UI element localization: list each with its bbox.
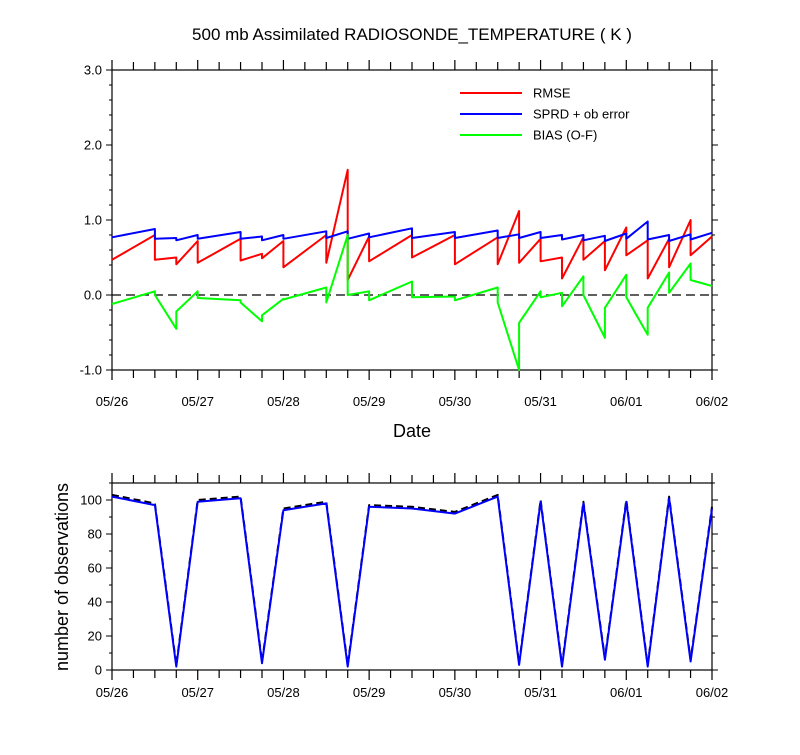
top-x-tick-label: 05/29 bbox=[353, 394, 386, 409]
bottom-y-tick-label: 20 bbox=[88, 629, 102, 644]
bottom-x-tick-label: 05/30 bbox=[439, 685, 472, 700]
bottom-y-tick-label: 100 bbox=[80, 493, 102, 508]
top-y-tick-label: 3.0 bbox=[84, 63, 102, 78]
x-axis-title: Date bbox=[393, 421, 431, 441]
bottom-x-tick-label: 05/27 bbox=[181, 685, 214, 700]
bottom-y-tick-label: 80 bbox=[88, 527, 102, 542]
top-x-tick-label: 06/02 bbox=[696, 394, 729, 409]
bottom-series-observations-possible-line bbox=[111, 493, 713, 666]
bottom-y-tick-label: 40 bbox=[88, 595, 102, 610]
y-axis-title-observations: number of observations bbox=[52, 483, 72, 671]
top-x-tick-label: 05/26 bbox=[96, 394, 129, 409]
top-panel: -1.0 0.0 1.0 2.0 3.0 05/26 05/27 05/28 05/29 05/3… bbox=[80, 60, 729, 409]
top-x-tick-label: 06/01 bbox=[610, 394, 643, 409]
bottom-x-tick-label: 05/26 bbox=[96, 685, 129, 700]
bottom-x-tick-label: 05/31 bbox=[524, 685, 557, 700]
top-series-bias-o-f-line bbox=[111, 234, 713, 371]
top-y-tick-label: -1.0 bbox=[80, 363, 102, 378]
top-series-sprd-ob-error-line bbox=[111, 220, 713, 242]
top-x-tick-label: 05/28 bbox=[267, 394, 300, 409]
legend-label-sprd-ob-error: SPRD + ob error bbox=[533, 107, 630, 122]
bottom-x-tick-label: 06/02 bbox=[696, 685, 729, 700]
top-x-tick-label: 05/31 bbox=[524, 394, 557, 409]
top-y-tick-label: 0.0 bbox=[84, 288, 102, 303]
bottom-x-tick-label: 05/28 bbox=[267, 685, 300, 700]
chart-title: 500 mb Assimilated RADIOSONDE_TEMPERATUR… bbox=[192, 25, 632, 44]
bottom-plot-frame bbox=[111, 482, 713, 671]
top-series-rmse-line bbox=[111, 168, 713, 281]
bottom-panel: 0 20 40 60 80 100 05/26 05/27 05/28 05/29 05/30 05/… bbox=[80, 473, 728, 700]
top-y-tick-label: 1.0 bbox=[84, 213, 102, 228]
bottom-y-tick-label: 0 bbox=[95, 663, 102, 678]
top-x-tick-label: 05/30 bbox=[439, 394, 472, 409]
legend-label-bias-o-f: BIAS (O-F) bbox=[533, 128, 597, 143]
top-x-tick-label: 05/27 bbox=[181, 394, 214, 409]
top-y-tick-label: 2.0 bbox=[84, 138, 102, 153]
bottom-x-tick-label: 06/01 bbox=[610, 685, 643, 700]
bottom-series-observations-used-line bbox=[111, 495, 713, 668]
bottom-x-tick-label: 05/29 bbox=[353, 685, 386, 700]
legend-label-rmse: RMSE bbox=[533, 86, 571, 101]
bottom-y-tick-label: 60 bbox=[88, 561, 102, 576]
